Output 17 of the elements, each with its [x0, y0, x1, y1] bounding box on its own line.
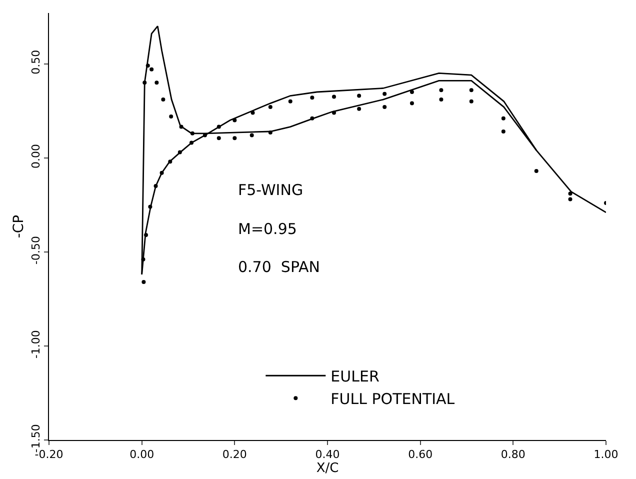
- annotation: F5-WING: [238, 181, 304, 199]
- legend-label: FULL POTENTIAL: [330, 390, 456, 408]
- x-tick-label: 0.20: [222, 448, 247, 462]
- x-tick-label: 0.40: [315, 448, 340, 462]
- y-axis-title: -CP: [11, 214, 28, 238]
- annotation: M=0.95: [238, 220, 297, 238]
- y-tick-label: 0.50: [30, 50, 43, 74]
- y-tick-label: 0.00: [30, 144, 43, 168]
- y-tick-label: -1.00: [30, 330, 43, 359]
- x-tick-label: 0.80: [500, 448, 526, 462]
- y-tick-label: -0.50: [30, 236, 43, 264]
- x-tick-label: 0.00: [130, 448, 154, 462]
- x-axis-title: X/C: [316, 461, 339, 476]
- x-tick-label: 1.00: [594, 448, 618, 462]
- annotation: 0.70 SPAN: [238, 258, 320, 276]
- x-tick-label: 0.60: [408, 448, 433, 462]
- legend-label: EULER: [330, 367, 380, 386]
